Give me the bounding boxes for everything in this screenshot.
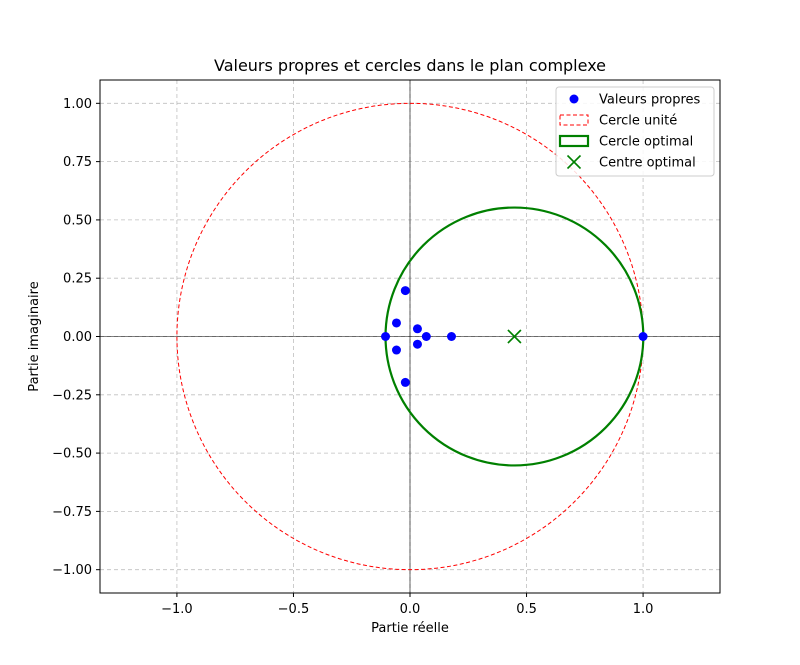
y-tick-label: −0.25 (52, 388, 92, 403)
legend-label: Valeurs propres (599, 93, 701, 108)
legend-handle-optimal-circle (558, 134, 590, 148)
eigenvalue-point (381, 332, 391, 341)
x-tick-label: −0.5 (278, 602, 310, 617)
eigenvalue-point (391, 318, 401, 328)
y-axis-label: Partie imaginaire (27, 281, 42, 391)
eigenvalue-point (400, 377, 410, 387)
eigenvalue-point (400, 286, 410, 296)
x-axis-label: Partie réelle (371, 621, 449, 636)
optimal-center-marker (507, 329, 522, 344)
marker-stroke (566, 154, 582, 170)
eigenvalue-point (638, 332, 648, 341)
x-tick-label: 1.0 (633, 602, 654, 617)
legend-handle-eigenvalues (569, 94, 579, 104)
y-tick-label: −0.75 (52, 505, 92, 520)
legend-label: Centre optimal (599, 156, 696, 171)
legend-handle-optimal-center (566, 154, 582, 170)
eigenvalue-point (412, 339, 422, 349)
zero-axes (100, 80, 720, 593)
x-tick-label: 0.5 (516, 602, 537, 617)
series-layer (176, 102, 648, 571)
chart-title: Valeurs propres et cercles dans le plan … (214, 56, 606, 75)
x-tick-label: −1.0 (161, 602, 193, 617)
ticks: −1.0 −0.5 0.0 0.5 1.0 −1.00 −0.75 −0.50 −0.25 0.0… (52, 97, 653, 617)
marker-stroke (507, 329, 522, 344)
y-tick-label: 0.75 (63, 155, 92, 170)
legend-handle-unit-circle (559, 114, 589, 126)
y-tick-label: 0.00 (63, 330, 92, 345)
legend-label: Cercle optimal (599, 135, 693, 150)
eigenvalue-point (391, 345, 401, 355)
x-tick-label: 0.0 (400, 602, 421, 617)
y-tick-label: 1.00 (63, 97, 92, 112)
legend-label: Cercle unité (599, 114, 677, 129)
y-tick-label: 0.25 (63, 272, 92, 287)
y-tick-label: −1.00 (52, 563, 92, 578)
eigenvalue-point (412, 324, 422, 334)
legend: Valeurs propres Cercle unité Cercle optima… (555, 86, 715, 177)
y-tick-label: −0.50 (52, 447, 92, 462)
eigenvalue-point (421, 332, 431, 341)
y-tick-label: 0.50 (63, 213, 92, 228)
eigenvalue-point (446, 332, 456, 341)
legend-box (555, 86, 715, 177)
